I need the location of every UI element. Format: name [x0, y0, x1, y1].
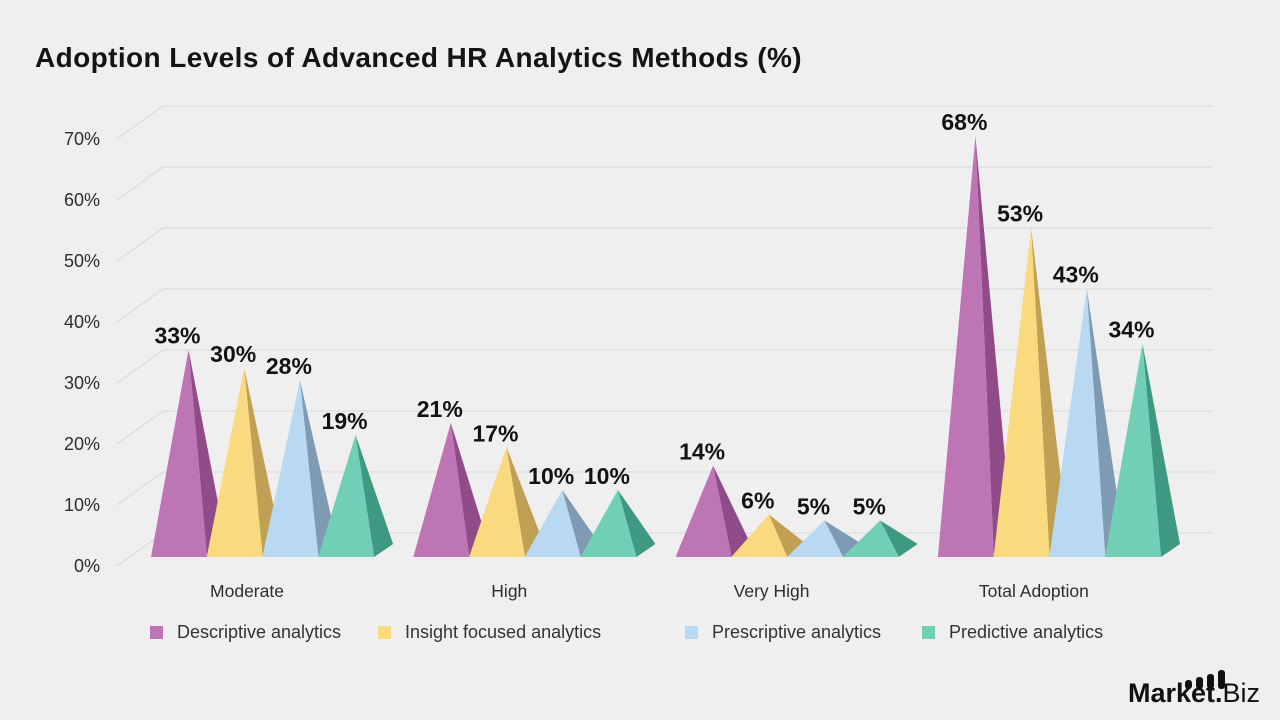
y-axis-tick-label: 50%: [64, 251, 100, 271]
legend: Descriptive analytics Insight focused an…: [0, 619, 1280, 647]
pyramid-front-face: [318, 435, 375, 557]
value-label: 21%: [417, 396, 463, 422]
value-label: 30%: [210, 341, 256, 367]
legend-label: Prescriptive analytics: [712, 621, 882, 642]
logo-light-part: Biz: [1222, 678, 1261, 708]
gridline: [116, 105, 1213, 140]
legend-item-insight: Insight focused analytics: [378, 619, 601, 645]
pyramid-side-face: [768, 514, 807, 557]
y-axis-tick-label: 0%: [74, 556, 100, 576]
pyramid-side-face: [1142, 343, 1180, 557]
legend-swatch-predictive: [922, 625, 935, 639]
pyramid-front-face: [787, 520, 843, 557]
legend-label: Descriptive analytics: [177, 621, 342, 642]
value-label: 5%: [853, 494, 886, 520]
legend-swatch-insight: [378, 625, 391, 639]
pyramid-front-face: [1105, 343, 1161, 557]
value-label: 53%: [997, 201, 1043, 227]
y-axis-tick-label: 30%: [64, 373, 100, 393]
pyramid-side-face: [880, 520, 918, 557]
legend-label: Predictive analytics: [949, 621, 1104, 642]
category-label: Total Adoption: [979, 581, 1089, 601]
y-axis-tick-label: 70%: [64, 129, 100, 149]
legend-swatch-prescriptive: [685, 625, 698, 639]
value-label: 5%: [797, 494, 830, 520]
value-label: 19%: [322, 408, 368, 434]
pyramid-front-face: [580, 490, 637, 557]
pyramid-side-face: [355, 435, 394, 557]
pyramid-front-face: [151, 349, 207, 557]
value-label: 43%: [1053, 262, 1099, 288]
pyramid-front-face: [1049, 288, 1106, 557]
pyramid-front-face: [469, 447, 525, 557]
value-label: 14%: [679, 439, 725, 465]
gridline: [116, 349, 1213, 384]
pyramid-front-face: [993, 227, 1050, 557]
pyramid-side-face: [975, 136, 1013, 557]
pyramid-front-face: [731, 514, 788, 557]
logo-bold-part: Market.: [1128, 678, 1223, 708]
brand-logo-text: Market.Biz: [1128, 678, 1260, 709]
pyramid-front-face: [413, 422, 470, 557]
pyramid-side-face: [244, 368, 282, 557]
pyramid-front-face: [937, 136, 994, 557]
pyramid-side-face: [450, 422, 489, 557]
category-label: Moderate: [210, 581, 284, 601]
pyramid-side-face: [299, 380, 338, 557]
bar-chart-icon: [1185, 670, 1225, 689]
pyramid-side-face: [713, 465, 751, 557]
chart-title: Adoption Levels of Advanced HR Analytics…: [35, 42, 803, 73]
value-label: 17%: [472, 420, 518, 446]
y-axis-tick-label: 10%: [64, 495, 100, 515]
gridline: [116, 227, 1213, 262]
y-axis-tick-label: 40%: [64, 312, 100, 332]
pyramid-side-face: [617, 490, 656, 557]
pyramid-front-face: [206, 368, 263, 557]
pyramid-front-face: [524, 490, 581, 557]
legend-label: Insight focused analytics: [405, 621, 602, 642]
value-label: 10%: [584, 463, 630, 489]
pyramid-front-face: [675, 465, 732, 557]
legend-item-predictive: Predictive analytics: [922, 619, 1103, 645]
pyramid-front-face: [842, 520, 899, 557]
value-label: 68%: [941, 109, 987, 135]
pyramid-front-face: [262, 380, 319, 557]
value-label: 28%: [266, 353, 312, 379]
gridline: [116, 410, 1213, 445]
legend-item-prescriptive: Prescriptive analytics: [685, 619, 881, 645]
y-axis-tick-label: 60%: [64, 190, 100, 210]
category-label: Very High: [734, 581, 810, 601]
legend-item-descriptive: Descriptive analytics: [150, 619, 341, 645]
value-label: 6%: [741, 487, 774, 513]
y-axis-tick-label: 20%: [64, 434, 100, 454]
pyramid-side-face: [1086, 288, 1125, 557]
gridline: [116, 288, 1213, 323]
value-label: 10%: [528, 463, 574, 489]
legend-swatch-descriptive: [150, 625, 163, 639]
pyramid-side-face: [506, 447, 544, 557]
gridline: [116, 471, 1213, 506]
value-label: 34%: [1108, 317, 1154, 343]
value-label: 33%: [154, 323, 200, 349]
pyramid-side-face: [1031, 227, 1069, 557]
pyramid-side-face: [188, 349, 226, 557]
brand-logo: Market.Biz: [1128, 664, 1278, 712]
gridline: [116, 166, 1213, 201]
category-label: High: [491, 581, 527, 601]
